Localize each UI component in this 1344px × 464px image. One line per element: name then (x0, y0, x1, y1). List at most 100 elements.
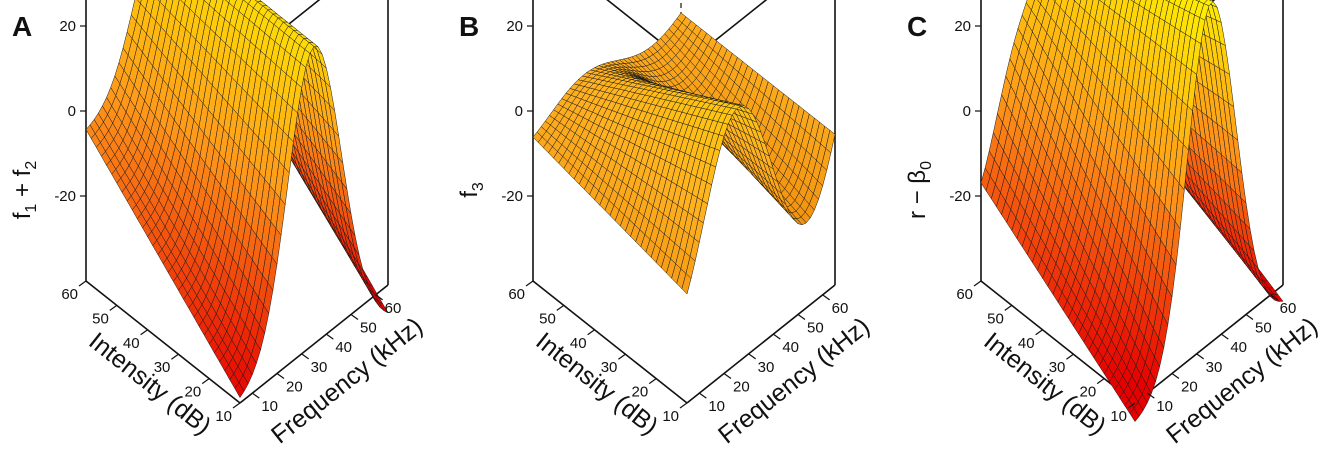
intensity-tick-label: 50 (92, 310, 109, 327)
surface-patch (233, 0, 244, 12)
frequency-tick-label: 40 (335, 339, 352, 356)
frequency-tick-mark (748, 353, 757, 360)
intensity-tick-mark (171, 353, 179, 360)
surface-mesh (980, 0, 1284, 423)
frequency-tick-label: 30 (1206, 359, 1223, 376)
surface-mesh (532, 12, 836, 295)
surface-patch (1198, 0, 1208, 4)
z-tick-label: 20 (59, 18, 76, 35)
box-edge-intensity-axis (532, 280, 688, 404)
intensity-tick-label: 50 (539, 310, 556, 327)
intensity-tick-mark (201, 378, 210, 385)
z-axis-title-part: 0 (918, 161, 935, 170)
surface-patch (159, 0, 168, 8)
intensity-tick-mark (618, 353, 626, 360)
surface-patch (209, 0, 218, 11)
z-tick-label: 20 (506, 18, 523, 35)
z-axis-title-part (9, 197, 36, 204)
surface-patch (243, 0, 252, 5)
z-axis-title-part: 3 (470, 182, 487, 191)
surface-patch (1168, 0, 1176, 5)
frequency-tick-mark (797, 314, 806, 320)
frequency-tick-mark (301, 353, 310, 360)
box-edge-frequency-axis (239, 284, 389, 404)
z-axis-title: f1 + f2 (9, 161, 40, 220)
surface-patch (1054, 0, 1063, 8)
z-axis-title-part: f (9, 169, 36, 176)
surface-patch (1084, 0, 1094, 16)
surface-patch (755, 129, 766, 145)
panel-letter: B (459, 11, 479, 42)
z-axis-title-part: 2 (23, 161, 40, 170)
intensity-tick-label: 20 (1080, 384, 1097, 401)
intensity-tick-label: 50 (987, 310, 1004, 327)
surface-patch (1130, 0, 1135, 3)
intensity-tick-mark (587, 329, 595, 336)
intensity-tick-mark (1096, 378, 1105, 385)
surface-patch (1074, 0, 1082, 6)
intensity-tick-label: 40 (1018, 335, 1035, 352)
intensity-tick-label: 60 (508, 286, 525, 303)
intensity-tick-mark (1066, 353, 1074, 360)
intensity-tick-mark (1004, 304, 1013, 311)
intensity-tick-label: 40 (570, 335, 587, 352)
surface-patch (1119, 0, 1129, 20)
frequency-tick-mark (723, 373, 732, 379)
frequency-tick-label: 30 (758, 359, 775, 376)
surface-patch (1104, 0, 1112, 9)
frequency-tick-label: 60 (1280, 300, 1297, 317)
surface-patch (1154, 0, 1164, 19)
frequency-tick-mark (698, 392, 707, 399)
z-axis-title-part: + (9, 183, 36, 197)
frequency-tick-label: 10 (1156, 398, 1173, 415)
surface-patch (1165, 0, 1170, 3)
z-tick-label: 0 (963, 103, 971, 120)
intensity-tick-label: 30 (1049, 359, 1066, 376)
surface-patch (1178, 0, 1188, 10)
frequency-tick-label: 50 (360, 320, 377, 337)
intensity-tick-label: 10 (1110, 408, 1127, 425)
frequency-tick-mark (1146, 392, 1155, 399)
frequency-tick-label: 50 (1255, 320, 1272, 337)
intensity-tick-label: 40 (123, 335, 140, 352)
frequency-tick-label: 10 (261, 398, 278, 415)
intensity-tick-label: 60 (956, 286, 973, 303)
z-tick-label: -20 (54, 188, 76, 205)
box-edge-intensity-axis (980, 280, 1136, 404)
frequency-tick-mark (1196, 353, 1205, 360)
intensity-tick-mark (78, 280, 87, 287)
frequency-tick-label: 60 (385, 300, 402, 317)
surface-patch (1133, 0, 1141, 6)
frequency-tick-mark (1220, 333, 1229, 340)
surface-mesh (85, 0, 389, 399)
frequency-tick-mark (325, 333, 334, 340)
surface-patch (169, 0, 180, 19)
frequency-tick-label: 10 (708, 398, 725, 415)
intensity-tick-mark (1035, 329, 1043, 336)
surface-patch (203, 0, 211, 6)
intensity-tick-mark (109, 304, 118, 311)
frequency-tick-label: 50 (807, 320, 824, 337)
surface-patch (1184, 0, 1194, 13)
frequency-tick-label: 30 (311, 359, 328, 376)
intensity-tick-label: 10 (215, 408, 232, 425)
intensity-tick-label: 20 (185, 384, 202, 401)
z-axis-title-part: 1 (23, 204, 40, 213)
panel-a: A-2002040102030405060102030405060Intensi… (9, 0, 428, 449)
frequency-tick-mark (375, 294, 384, 301)
z-axis-title-part (9, 176, 36, 183)
intensity-tick-mark (648, 378, 657, 385)
frequency-tick-mark (276, 373, 285, 379)
frequency-tick-label: 40 (782, 339, 799, 356)
intensity-tick-label: 30 (154, 359, 171, 376)
surface-patch (225, 0, 231, 4)
box-edge-frequency-axis (1134, 284, 1284, 404)
frequency-tick-label: 20 (733, 379, 750, 396)
intensity-tick-mark (1127, 402, 1136, 409)
surface-patch (1203, 0, 1214, 7)
surface-patch (137, 0, 142, 4)
panel-c: C-2002040102030405060102030405060Intensi… (904, 0, 1323, 449)
frequency-tick-mark (772, 333, 781, 340)
surface-patch (1059, 0, 1069, 14)
